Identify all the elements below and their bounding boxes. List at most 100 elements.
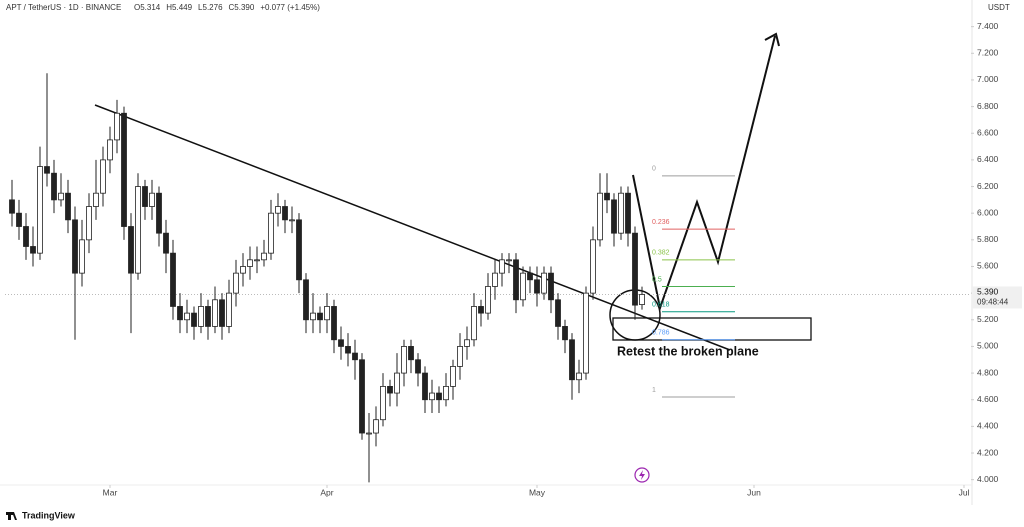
fib-label: 0.5 (652, 276, 662, 283)
x-tick-label: Apr (320, 487, 333, 497)
x-tick-label: Jun (747, 487, 761, 497)
ohlc-readout: O5.314 H5.449 L5.276 C5.390 +0.077 (+1.45%) (134, 3, 320, 12)
candle-body (79, 239, 85, 274)
candle-body (387, 386, 393, 394)
candle-body (324, 306, 330, 321)
candle-body (422, 372, 428, 401)
y-tick-label: 4.800 (977, 367, 999, 377)
candle-body (471, 306, 477, 341)
candle-body (296, 219, 302, 281)
trendline (94, 104, 731, 351)
candle-body (359, 359, 365, 434)
fib-label: 0.382 (652, 250, 670, 257)
candle-body (107, 139, 113, 161)
candle-body (226, 292, 232, 327)
candle-body (555, 299, 561, 327)
price-tag-label: 5.390 (977, 287, 999, 297)
candle-body (240, 266, 246, 274)
candle-body (394, 372, 400, 394)
candle-body (548, 272, 554, 301)
candle-body (205, 306, 211, 327)
y-tick-label: 4.200 (977, 447, 999, 457)
candle-body (401, 346, 407, 374)
candle-body (100, 159, 106, 194)
y-tick-label: 7.400 (977, 21, 999, 31)
retest-zone (612, 317, 812, 341)
candle-body (450, 366, 456, 387)
candle-body (310, 312, 316, 321)
y-tick-label: 6.000 (977, 207, 999, 217)
candle-body (65, 192, 71, 221)
candle-body (506, 259, 512, 262)
candle-body (16, 212, 22, 227)
candle-body (37, 166, 43, 254)
candle-body (415, 359, 421, 374)
candle-body (604, 192, 610, 201)
candle-body (86, 206, 92, 241)
y-tick-label: 7.200 (977, 48, 999, 58)
ohlc-value: O5.314 (134, 3, 161, 12)
projection-arrow (632, 32, 780, 312)
ohlc-value: L5.276 (198, 3, 223, 12)
candle-body (618, 192, 624, 234)
candle-body (331, 306, 337, 341)
candle-body (527, 272, 533, 281)
candle-body (254, 259, 260, 262)
y-tick-label: 5.200 (977, 314, 999, 324)
fib-label: 0.786 (652, 330, 670, 337)
candle-body (436, 392, 442, 401)
candle-body (429, 392, 435, 401)
candle-body (632, 232, 638, 306)
candle-body (562, 326, 568, 341)
candle-body (492, 272, 498, 287)
y-tick-label: 6.800 (977, 101, 999, 111)
annotation: Retest the broken plane (617, 344, 759, 358)
candle-body (142, 186, 148, 207)
candle-body (408, 346, 414, 361)
candle-body (170, 252, 176, 307)
candle-body (583, 292, 589, 374)
candle-body (30, 246, 36, 254)
candle-body (219, 299, 225, 327)
candle-body (597, 192, 603, 241)
y-tick-label: 5.800 (977, 234, 999, 244)
y-tick-label: 4.000 (977, 474, 999, 484)
candle-body (93, 192, 99, 207)
candle-body (590, 239, 596, 294)
y-tick-label: 5.600 (977, 261, 999, 271)
fib-label: 1 (652, 387, 656, 394)
fib-label: 0.236 (652, 219, 670, 226)
y-tick-label: 5.000 (977, 341, 999, 351)
candle-body (569, 339, 575, 381)
candle-body (128, 226, 134, 274)
y-tick-label: 4.600 (977, 394, 999, 404)
candle-body (611, 199, 617, 234)
candle-body (289, 219, 295, 222)
symbol: APT / TetherUS · 1D · BINANCE (6, 3, 121, 12)
candle-body (352, 352, 358, 361)
candle-body (338, 339, 344, 347)
x-tick-label: Mar (103, 487, 118, 497)
candle-body (541, 272, 547, 294)
y-tick-label: 4.400 (977, 421, 999, 431)
x-tick-label: May (529, 487, 546, 497)
brand: TradingView (22, 510, 76, 520)
candle-body (156, 192, 162, 234)
candle-body (247, 259, 253, 267)
countdown: 09:48:44 (977, 298, 1009, 307)
candle-body (23, 226, 29, 247)
event-icon (634, 467, 650, 483)
candle-body (163, 232, 169, 254)
candle-body (520, 272, 526, 301)
candle-body (464, 339, 470, 347)
candle-body (639, 294, 645, 305)
candle-body (198, 306, 204, 327)
candle-body (282, 206, 288, 221)
candle-body (268, 212, 274, 254)
candle-body (366, 432, 372, 435)
candle-body (58, 192, 64, 201)
candle-body (478, 306, 484, 314)
candle-body (625, 192, 631, 234)
y-tick-label: 6.400 (977, 154, 999, 164)
candle-body (317, 312, 323, 321)
